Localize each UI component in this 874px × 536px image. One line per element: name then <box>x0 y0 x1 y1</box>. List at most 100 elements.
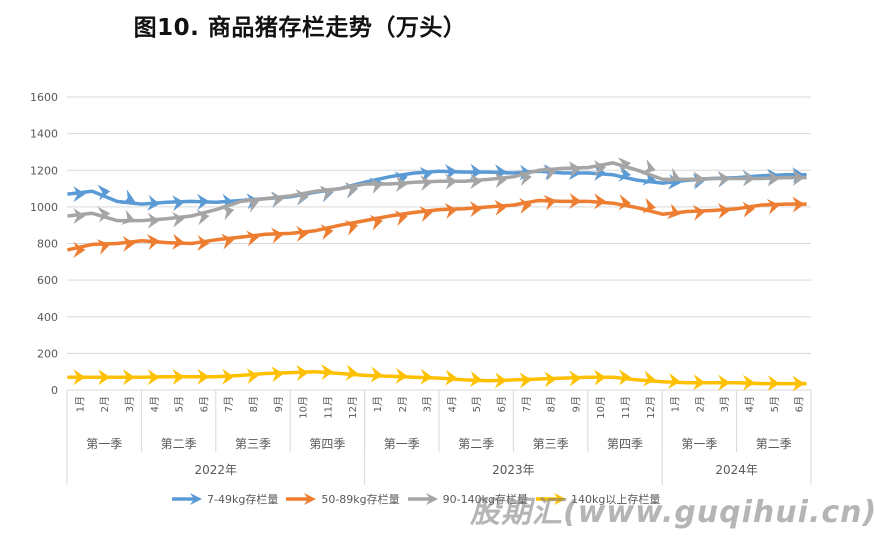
data-point-arrow <box>97 184 111 201</box>
data-point-arrow <box>369 178 383 195</box>
data-point-arrow <box>97 206 111 223</box>
x-tick-label: 6月 <box>496 396 508 412</box>
data-point-arrow <box>718 374 731 391</box>
quarter-label: 第二季 <box>458 437 494 451</box>
data-point-arrow <box>518 170 532 186</box>
data-point-arrow <box>123 369 135 386</box>
x-tick-label: 4月 <box>446 396 458 412</box>
x-tick-label: 12月 <box>347 396 359 419</box>
quarter-label: 第三季 <box>533 437 569 451</box>
x-tick-label: 11月 <box>322 396 334 419</box>
data-point-arrow <box>666 167 681 183</box>
x-tick-label: 5月 <box>769 396 781 412</box>
data-point-arrow <box>344 219 359 236</box>
legend-label: 90-140kg存栏量 <box>442 493 528 506</box>
data-point-arrow <box>494 372 507 389</box>
y-tick-label: 1000 <box>30 201 58 214</box>
data-point-arrow <box>246 230 259 247</box>
x-tick-label: 3月 <box>422 396 434 412</box>
data-point-arrow <box>569 370 582 387</box>
data-point-arrow <box>544 371 557 388</box>
data-point-arrow <box>767 170 780 187</box>
x-tick-label: 1月 <box>372 396 384 412</box>
data-point-arrow <box>666 203 681 219</box>
data-point-arrow <box>197 193 210 210</box>
data-point-arrow <box>519 372 532 389</box>
quarter-label: 第一季 <box>681 437 717 451</box>
legend-arrow-icon <box>172 493 202 505</box>
data-point-arrow <box>220 204 235 221</box>
data-point-arrow <box>73 186 86 203</box>
x-tick-label: 10月 <box>595 396 607 419</box>
x-tick-label: 11月 <box>620 396 632 419</box>
data-point-arrow <box>197 368 210 385</box>
y-tick-label: 400 <box>37 311 58 324</box>
data-point-arrow <box>667 173 681 190</box>
quarter-label: 第一季 <box>384 437 420 451</box>
y-tick-label: 1400 <box>30 128 58 141</box>
data-point-arrow <box>246 368 259 385</box>
x-tick-label: 8月 <box>248 396 260 412</box>
year-label: 2023年 <box>492 463 535 477</box>
series-lines <box>67 157 807 392</box>
data-point-arrow <box>222 368 235 385</box>
quarter-label: 第一季 <box>86 437 122 451</box>
data-point-arrow <box>120 189 135 205</box>
x-tick-label: 7月 <box>223 396 235 412</box>
legend-item: 7-49kg存栏量 <box>170 491 278 507</box>
data-point-arrow <box>717 170 731 187</box>
data-point-arrow <box>792 375 805 392</box>
data-point-arrow <box>445 369 458 386</box>
data-point-arrow <box>271 366 284 383</box>
data-point-arrow <box>717 202 731 219</box>
quarter-label: 第三季 <box>235 437 271 451</box>
legend: 7-49kg存栏量 50-89kg存栏量 90-140kg存栏量 140kg以上存栏量 <box>170 491 666 507</box>
x-tick-label: 5月 <box>471 396 483 412</box>
data-point-arrow <box>196 209 210 226</box>
x-tick-label: 5月 <box>174 396 186 412</box>
data-point-arrow <box>295 189 309 206</box>
quarter-label: 第二季 <box>756 437 792 451</box>
data-point-arrow <box>320 224 334 240</box>
quarter-label: 第四季 <box>607 437 643 451</box>
data-point-arrow <box>542 165 557 182</box>
x-tick-label: 4月 <box>149 396 161 412</box>
data-point-arrow <box>668 372 681 389</box>
x-tick-label: 7月 <box>521 396 533 412</box>
data-point-arrow <box>619 369 631 386</box>
data-point-arrow <box>73 369 86 386</box>
x-tick-label: 2月 <box>694 396 706 412</box>
x-tick-label: 3月 <box>124 396 136 412</box>
x-tick-label: 1月 <box>670 396 682 412</box>
data-point-arrow <box>594 193 607 210</box>
x-tick-label: 2月 <box>397 396 409 412</box>
data-point-arrow <box>96 239 111 255</box>
quarter-label: 第四季 <box>309 437 345 451</box>
legend-label: 50-89kg存栏量 <box>321 493 400 506</box>
data-point-arrow <box>73 241 86 258</box>
data-point-arrow <box>642 159 656 175</box>
data-point-arrow <box>469 371 483 387</box>
series-3 <box>67 364 807 392</box>
y-tick-label: 0 <box>51 384 58 397</box>
data-point-arrow <box>494 199 507 216</box>
data-point-arrow <box>642 197 656 214</box>
data-point-arrow <box>419 166 433 183</box>
data-point-arrow <box>146 194 160 211</box>
x-tick-label: 12月 <box>645 396 657 419</box>
data-point-arrow <box>146 234 160 251</box>
x-tick-label: 2月 <box>99 396 111 412</box>
data-point-arrow <box>594 165 607 181</box>
data-point-arrow <box>395 367 408 384</box>
x-tick-label: 10月 <box>298 396 310 419</box>
data-point-arrow <box>270 191 284 208</box>
y-axis-ticks: 0 200 400 600 800 1000 1200 1400 1600 <box>30 91 58 397</box>
data-point-arrow <box>444 202 458 219</box>
legend-item: 140kg以上存栏量 <box>534 491 660 507</box>
data-point-arrow <box>593 159 607 176</box>
data-point-arrow <box>172 233 185 250</box>
data-point-arrow <box>221 233 235 250</box>
data-point-arrow <box>693 171 706 188</box>
legend-label: 140kg以上存栏量 <box>570 493 661 506</box>
data-point-arrow <box>320 185 334 202</box>
